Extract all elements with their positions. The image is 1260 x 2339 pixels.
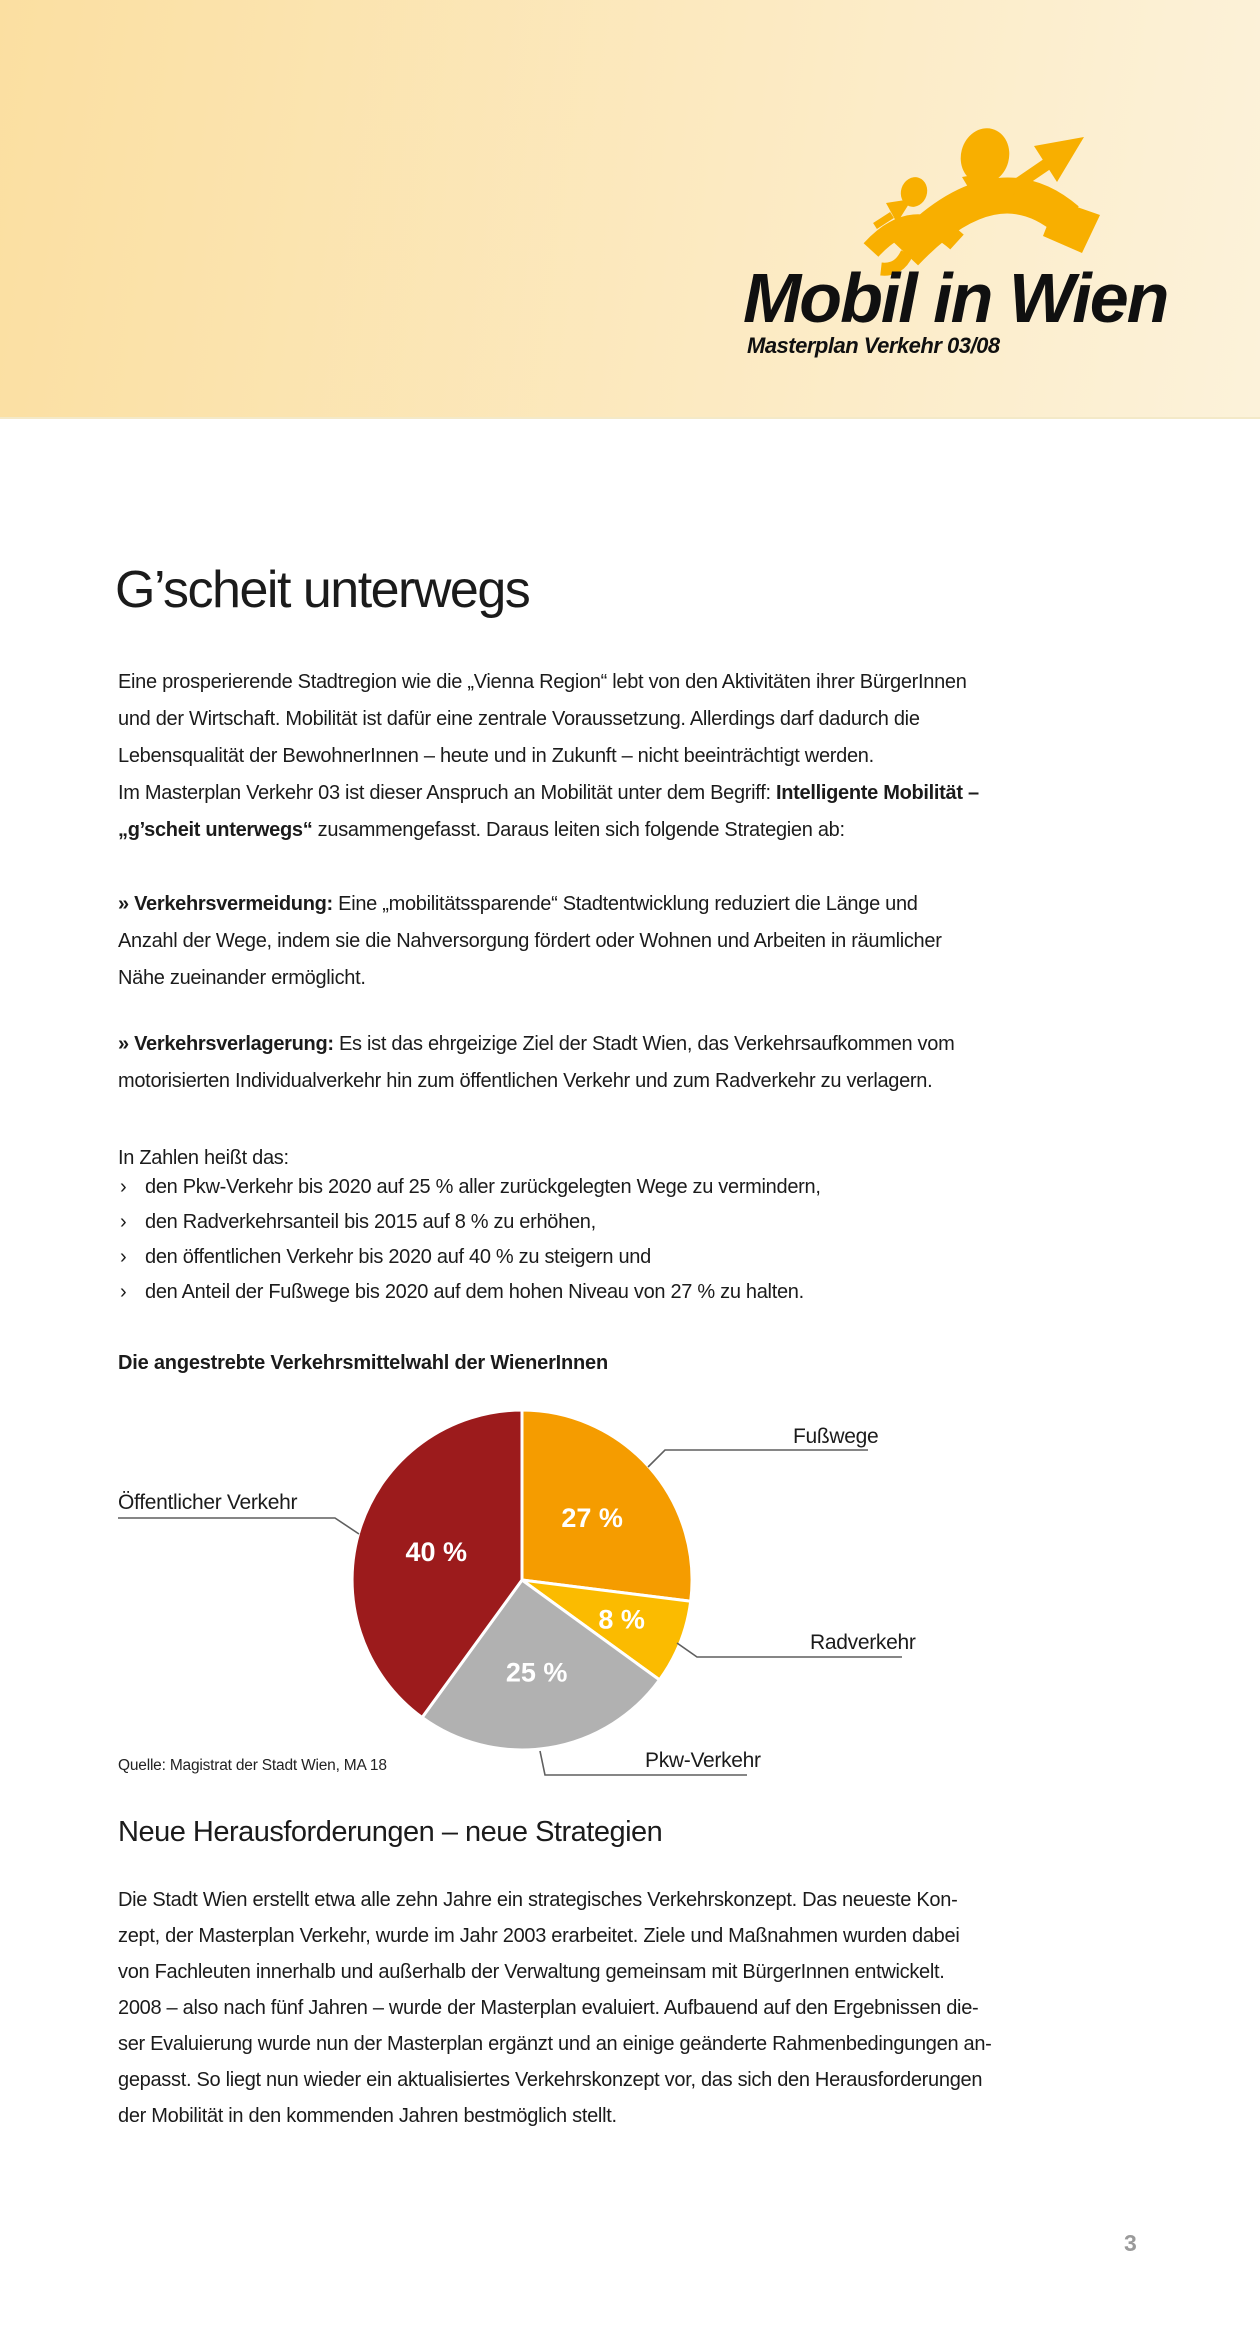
pie-slice-4 (350, 1408, 524, 1719)
list-item: › den Pkw-Verkehr bis 2020 auf 25 % aller… (118, 1170, 1158, 1205)
list-item-text: den öffentlichen Verkehr bis 2020 auf 40… (145, 1246, 651, 1268)
strategy-verkehrsverlagerung: » Verkehrsverlagerung: Es ist das ehrgei… (118, 1026, 1158, 1100)
page-title: G’scheit unterwegs (115, 561, 531, 619)
slice-value-label: 40 % (406, 1537, 468, 1567)
list-item: › den Anteil der Fußwege bis 2020 auf dem… (118, 1275, 1158, 1310)
list-item-text: den Anteil der Fußwege bis 2020 auf dem … (145, 1281, 804, 1303)
slice-callout-label: Öffentlicher Verkehr (118, 1491, 298, 1514)
header-band: Mobil in Wien Masterplan Verkehr 03/08 (0, 0, 1260, 419)
strategy-label: » Verkehrsverlagerung: (118, 1033, 334, 1055)
list-item-text: den Radverkehrsanteil bis 2015 auf 8 % z… (145, 1211, 596, 1233)
small-figure-head (900, 177, 928, 207)
goals-intro: In Zahlen heißt das: (118, 1147, 289, 1169)
small-arrow-head-icon (886, 199, 912, 223)
list-item-text: den Pkw-Verkehr bis 2020 auf 25 % aller … (145, 1176, 821, 1198)
mid-arrow-shaft (940, 186, 973, 212)
list-bullet: › (120, 1246, 127, 1268)
mid-arrow-head-icon (962, 171, 996, 202)
slice-callout-label: Pkw-Verkehr (645, 1749, 761, 1772)
mobil-in-wien-logo: Mobil in Wien Masterplan Verkehr 03/08 (743, 128, 1169, 358)
strategy-text: Es ist das ehrgeizige Ziel der Stadt Wie… (118, 1033, 955, 1092)
list-item: › den öffentlichen Verkehr bis 2020 auf 4… (118, 1240, 1158, 1275)
logo-subtitle: Masterplan Verkehr 03/08 (747, 333, 1001, 358)
intro-paragraph-text: Eine prosperierende Stadtregion wie die … (118, 671, 967, 804)
callout-line (118, 1517, 360, 1535)
intro-paragraph-bold: Intelligente Mobilität – „g’scheit unter… (118, 782, 979, 841)
big-figure-body (891, 177, 1079, 266)
big-figure-boot (1043, 200, 1100, 253)
list-bullet: › (120, 1211, 127, 1233)
pie-slice-3 (420, 1578, 661, 1752)
list-bullet: › (120, 1281, 127, 1303)
list-bullet: › (120, 1176, 127, 1198)
pie-chart: 27 % Fußwege 8 % Radverkehr 25 % Pkw-Verkehr 4… (118, 1408, 916, 1776)
intro-paragraph: Eine prosperierende Stadtregion wie die … (118, 664, 1158, 849)
slice-value-label: 8 % (598, 1604, 645, 1634)
slice-value-label: 25 % (506, 1657, 568, 1687)
big-figure-head (960, 128, 1010, 184)
callout-line (647, 1449, 868, 1468)
strategy-verkehrsvermeidung: » Verkehrsvermeidung: Eine „mobilitätssp… (118, 886, 1158, 997)
strategy-text: Eine „mobilitätssparende“ Stadtentwicklu… (118, 893, 942, 989)
intro-paragraph-text-end: zusammengefasst. Daraus leiten sich folg… (312, 819, 845, 841)
callout-line (676, 1642, 902, 1658)
slice-callout-label: Fußwege (793, 1425, 878, 1448)
slice-callout-label: Radverkehr (810, 1631, 916, 1654)
big-figure-arm (880, 250, 913, 276)
slice-value-label: 27 % (561, 1503, 623, 1533)
small-arrow-shaft (873, 212, 894, 229)
logo-title: Mobil in Wien (743, 259, 1167, 337)
big-arrow-head-icon (1034, 137, 1084, 182)
pie-slice-1 (520, 1408, 694, 1603)
section-paragraph: Die Stadt Wien erstellt etwa alle zehn J… (118, 1889, 992, 2127)
list-item: › den Radverkehrsanteil bis 2015 auf 8 % … (118, 1205, 1158, 1240)
big-arrow-shaft (1005, 155, 1057, 195)
goals-list: › den Pkw-Verkehr bis 2020 auf 25 % aller… (118, 1170, 1158, 1310)
running-figures-icon (863, 128, 1100, 276)
section-heading: Neue Herausforderungen – neue Strategien (118, 1816, 663, 1848)
page-number: 3 (1124, 2230, 1137, 2256)
chart-source: Quelle: Magistrat der Stadt Wien, MA 18 (118, 1757, 387, 1774)
chart-title: Die angestrebte Verkehrsmittelwahl der W… (118, 1352, 608, 1374)
strategy-label: » Verkehrsvermeidung: (118, 893, 333, 915)
callout-line (539, 1750, 747, 1776)
